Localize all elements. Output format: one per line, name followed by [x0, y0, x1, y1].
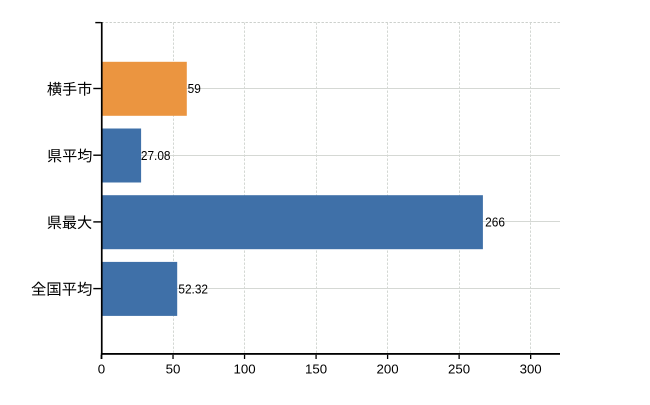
svg-text:200: 200 [377, 361, 399, 376]
svg-text:0: 0 [98, 361, 105, 376]
svg-text:100: 100 [233, 361, 255, 376]
svg-text:52.32: 52.32 [178, 281, 208, 296]
svg-text:266: 266 [485, 215, 505, 230]
svg-text:27.08: 27.08 [141, 148, 171, 163]
svg-text:59: 59 [188, 81, 201, 96]
svg-text:50: 50 [166, 361, 181, 376]
svg-text:150: 150 [305, 361, 327, 376]
svg-text:300: 300 [520, 361, 542, 376]
svg-text:250: 250 [448, 361, 470, 376]
